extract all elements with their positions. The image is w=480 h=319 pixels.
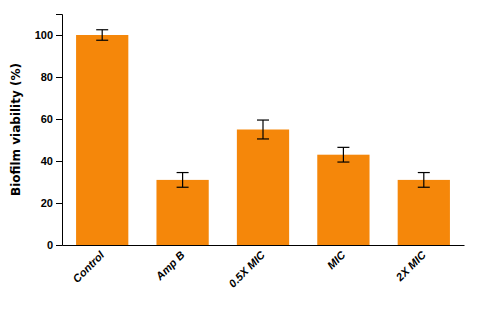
y-tick-mark bbox=[56, 161, 62, 162]
error-cap bbox=[177, 187, 189, 188]
error-bar bbox=[418, 173, 430, 188]
error-bar bbox=[177, 173, 189, 188]
error-bar bbox=[257, 120, 269, 139]
error-bar bbox=[337, 147, 349, 162]
bar bbox=[76, 35, 128, 245]
y-tick-mark bbox=[56, 35, 62, 36]
x-tick-label: Control bbox=[70, 248, 107, 285]
y-tick: 20 bbox=[41, 197, 62, 209]
x-axis-line bbox=[63, 245, 465, 246]
error-cap bbox=[418, 187, 430, 188]
chart: 0 20 40 60 80 100 Control Amp B 0.5X MIC MIC 2X MI… bbox=[0, 0, 480, 319]
error-cap bbox=[257, 138, 269, 139]
y-tick-mark bbox=[56, 119, 62, 120]
y-axis-title: Biofilm viability (%) bbox=[9, 63, 23, 196]
y-tick-label: 80 bbox=[41, 71, 53, 83]
y-tick-label: 0 bbox=[47, 239, 53, 251]
x-tick-label: MIC bbox=[325, 248, 348, 271]
error-bar bbox=[96, 30, 108, 41]
y-tick-label: 60 bbox=[41, 113, 53, 125]
y-tick: 0 bbox=[47, 239, 62, 251]
error-cap bbox=[337, 147, 349, 148]
x-tick: MIC bbox=[325, 245, 348, 271]
error-cap bbox=[418, 172, 430, 173]
bar bbox=[398, 180, 450, 245]
x-tick: 0.5X MIC bbox=[226, 245, 268, 290]
error-stem bbox=[262, 120, 263, 139]
bar bbox=[317, 155, 369, 245]
x-tick-label: 2X MIC bbox=[393, 248, 429, 284]
y-tick: 60 bbox=[41, 113, 62, 125]
y-tick-mark bbox=[56, 77, 62, 78]
y-axis: 0 20 40 60 80 100 bbox=[35, 15, 63, 252]
error-cap bbox=[257, 119, 269, 120]
error-cap bbox=[337, 161, 349, 162]
y-tick: 40 bbox=[41, 155, 62, 167]
error-stem bbox=[102, 30, 103, 41]
plot: 0 20 40 60 80 100 Control Amp B 0.5X MIC MIC 2X MI… bbox=[35, 15, 465, 290]
y-tick-label: 100 bbox=[35, 29, 53, 41]
bar bbox=[156, 180, 208, 245]
x-tick-label: Amp B bbox=[152, 249, 186, 283]
x-axis: Control Amp B 0.5X MIC MIC 2X MIC bbox=[63, 245, 465, 290]
error-cap bbox=[96, 40, 108, 41]
error-stem bbox=[343, 147, 344, 162]
y-tick-mark bbox=[56, 203, 62, 204]
error-cap bbox=[96, 29, 108, 30]
x-tick: Control bbox=[70, 245, 107, 285]
bar bbox=[237, 130, 289, 246]
y-tick-label: 40 bbox=[41, 155, 53, 167]
error-cap bbox=[177, 172, 189, 173]
y-tick-label: 20 bbox=[41, 197, 53, 209]
x-tick-label: 0.5X MIC bbox=[226, 248, 268, 290]
x-tick: Amp B bbox=[152, 245, 186, 283]
bars bbox=[76, 30, 450, 245]
y-axis-line bbox=[56, 15, 63, 246]
error-stem bbox=[182, 173, 183, 188]
x-tick: 2X MIC bbox=[393, 245, 429, 284]
y-tick-mark bbox=[56, 245, 62, 246]
y-tick: 80 bbox=[41, 71, 62, 83]
error-stem bbox=[423, 173, 424, 188]
y-tick: 100 bbox=[35, 29, 62, 41]
